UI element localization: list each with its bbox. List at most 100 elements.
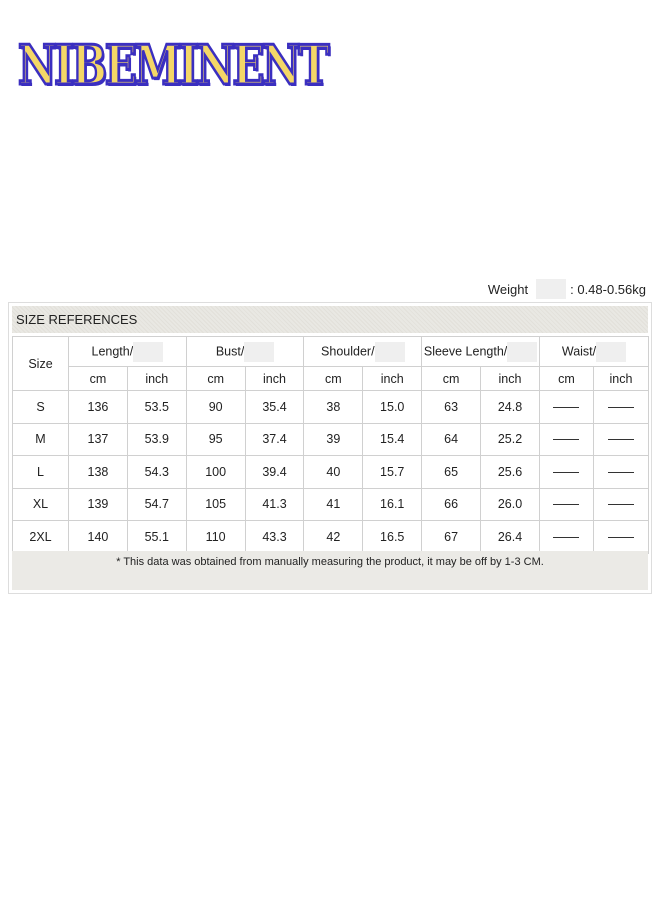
table-cell: 43.3 [244, 520, 305, 554]
table-cell: 136 [68, 390, 128, 424]
table-cell: 25.2 [480, 422, 540, 456]
table-cell: 138 [68, 455, 128, 489]
table-cell: 39.4 [244, 455, 305, 489]
redacted-label [133, 341, 164, 362]
dash [553, 406, 580, 408]
logo-text: NIBEMINENT [17, 32, 331, 99]
table-cell: 54.3 [126, 455, 187, 489]
table-cell: 41 [303, 487, 364, 521]
table-cell: 64 [421, 422, 482, 456]
weight-label: Weight [487, 281, 529, 297]
table-cell: 67 [421, 520, 482, 554]
table-cell: 63 [421, 390, 482, 424]
table-cell: 37.4 [244, 422, 305, 456]
dash [553, 439, 580, 441]
unit-inch: inch [126, 366, 187, 391]
redacted-label [536, 279, 567, 299]
table-cell: 105 [185, 487, 246, 521]
table-cell: 137 [68, 422, 128, 456]
table-cell: L [12, 455, 69, 489]
table-cell: 38 [303, 390, 364, 424]
group-header: Shoulder/ [303, 336, 423, 367]
table-cell: 42 [303, 520, 364, 554]
table-cell: 95 [185, 422, 246, 456]
table-cell: 39 [303, 422, 364, 456]
footnote: * This data was obtained from manually m… [12, 551, 648, 590]
table-cell: 35.4 [244, 390, 305, 424]
table-cell: XL [12, 487, 69, 521]
group-header: Sleeve Length/ [421, 336, 540, 367]
table-cell: 54.7 [126, 487, 187, 521]
redacted-label [244, 341, 275, 362]
table-cell-empty [538, 390, 594, 424]
group-label: Bust/ [215, 343, 245, 358]
table-cell: 139 [68, 487, 128, 521]
dash [607, 536, 634, 538]
table-cell: 15.4 [362, 422, 423, 456]
table-cell: 55.1 [126, 520, 187, 554]
table-cell-empty [538, 520, 594, 554]
dash [553, 536, 580, 538]
table-cell: 53.5 [126, 390, 187, 424]
dash [607, 439, 634, 441]
unit-cm: cm [421, 366, 482, 391]
table-cell: 110 [185, 520, 246, 554]
unit-inch: inch [592, 366, 650, 391]
group-label: Length/ [91, 343, 134, 358]
table-cell: 53.9 [126, 422, 187, 456]
table-cell-empty [592, 520, 650, 554]
table-cell: 15.7 [362, 455, 423, 489]
brand-logo: NIBEMINENT [17, 30, 415, 100]
table-row: 2XL 140 55.1 110 43.3 42 16.5 67 26.4 [12, 520, 650, 554]
section-title: SIZE REFERENCES [12, 306, 648, 333]
unit-inch: inch [362, 366, 423, 391]
group-header: Waist/ [538, 336, 650, 367]
redacted-label [507, 341, 538, 362]
unit-cm: cm [68, 366, 128, 391]
table-cell: 65 [421, 455, 482, 489]
table-cell-empty [538, 487, 594, 521]
unit-inch: inch [480, 366, 540, 391]
table-row: XL 139 54.7 105 41.3 41 16.1 66 26.0 [12, 487, 650, 521]
dash [607, 504, 634, 506]
size-chart: SIZE REFERENCES Size Length/Bust/Shoulder… [8, 302, 652, 594]
size-table: Size Length/Bust/Shoulder/Sleeve Length/W… [12, 336, 650, 554]
table-cell: 24.8 [480, 390, 540, 424]
group-header: Bust/ [185, 336, 305, 367]
group-label: Waist/ [561, 343, 597, 358]
group-header: Length/ [68, 336, 187, 367]
dash [607, 406, 634, 408]
table-cell: 100 [185, 455, 246, 489]
table-cell: 26.4 [480, 520, 540, 554]
size-header: Size [12, 336, 69, 391]
table-cell: 26.0 [480, 487, 540, 521]
table-cell-empty [592, 455, 650, 489]
redacted-label [596, 341, 627, 362]
table-cell: 2XL [12, 520, 69, 554]
table-cell-empty [538, 455, 594, 489]
table-cell-empty [592, 422, 650, 456]
table-cell: 16.5 [362, 520, 423, 554]
table-cell: 16.1 [362, 487, 423, 521]
table-cell-empty [538, 422, 594, 456]
dash [553, 471, 580, 473]
dash [553, 504, 580, 506]
redacted-label [374, 341, 405, 362]
table-cell-empty [592, 487, 650, 521]
table-cell: 25.6 [480, 455, 540, 489]
weight-value: : 0.48-0.56kg [570, 281, 646, 297]
table-cell-empty [592, 390, 650, 424]
table-cell: S [12, 390, 69, 424]
table-cell: 90 [185, 390, 246, 424]
table-cell: M [12, 422, 69, 456]
group-label: Sleeve Length/ [423, 343, 508, 358]
unit-cm: cm [538, 366, 594, 391]
table-cell: 140 [68, 520, 128, 554]
table-cell: 40 [303, 455, 364, 489]
table-cell: 15.0 [362, 390, 423, 424]
table-cell: 41.3 [244, 487, 305, 521]
table-cell: 66 [421, 487, 482, 521]
unit-inch: inch [244, 366, 305, 391]
table-row: S 136 53.5 90 35.4 38 15.0 63 24.8 [12, 390, 650, 424]
unit-cm: cm [303, 366, 364, 391]
